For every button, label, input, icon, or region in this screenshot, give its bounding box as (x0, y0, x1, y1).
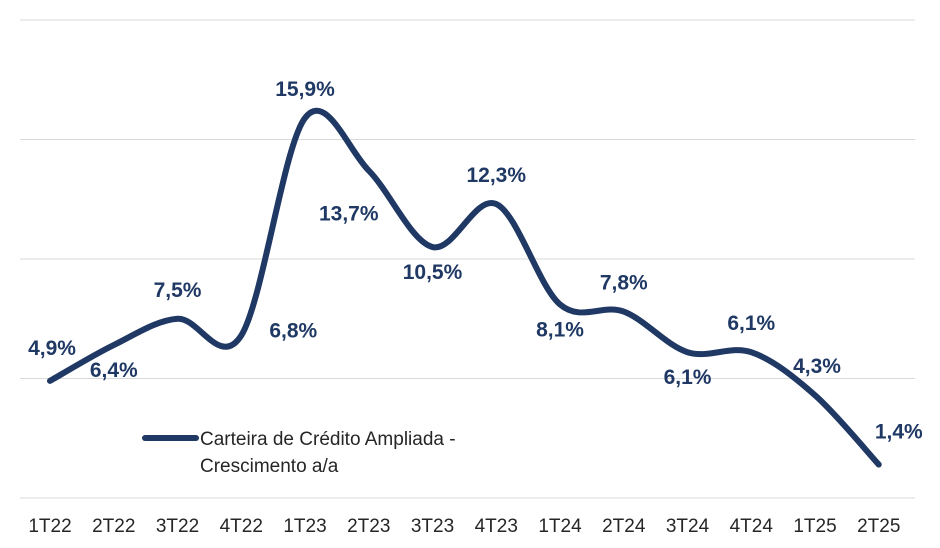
data-label: 7,5% (154, 279, 202, 302)
data-label: 13,7% (319, 203, 379, 226)
x-tick-label: 2T23 (347, 516, 390, 537)
x-tick-label: 1T24 (538, 516, 582, 537)
x-tick-label: 1T23 (283, 516, 326, 537)
legend-label-line-1: Carteira de Crédito Ampliada - (200, 429, 456, 450)
data-label: 10,5% (403, 261, 463, 284)
x-tick-label: 3T24 (666, 516, 710, 537)
series-line-group (47, 107, 882, 468)
x-tick-label: 2T24 (602, 516, 646, 537)
data-label: 7,8% (600, 272, 648, 295)
data-label: 6,1% (664, 366, 712, 389)
x-tick-label: 2T25 (857, 516, 900, 537)
data-label: 12,3% (466, 164, 526, 187)
gridlines (20, 19, 915, 499)
x-tick-label: 1T25 (793, 516, 836, 537)
data-label: 1,4% (875, 421, 923, 444)
data-label: 8,1% (536, 318, 584, 341)
data-label: 6,4% (90, 359, 138, 382)
data-label: 4,3% (793, 355, 841, 378)
data-label: 4,9% (28, 337, 76, 360)
series-line (47, 107, 882, 468)
x-axis-ticks: 1T22 2T22 3T22 4T22 1T23 2T23 3T23 4T23 1T24 2T24… (28, 516, 900, 537)
x-tick-label: 4T22 (220, 516, 263, 537)
legend-label-line-2: Crescimento a/a (200, 456, 339, 477)
legend: Carteira de Crédito Ampliada - Crescimen… (142, 429, 456, 477)
x-tick-label: 4T23 (475, 516, 518, 537)
data-label: 6,1% (727, 312, 775, 335)
x-tick-label: 2T22 (92, 516, 135, 537)
x-tick-label: 4T24 (730, 516, 774, 537)
data-label: 6,8% (269, 319, 317, 342)
x-tick-label: 3T22 (156, 516, 199, 537)
x-tick-label: 3T23 (411, 516, 454, 537)
x-tick-label: 1T22 (28, 516, 71, 537)
data-labels: 4,9% 6,4% 7,5% 6,8% 15,9% 13,7% 10,5% 12,3% 8,1%… (28, 78, 923, 444)
data-label: 15,9% (275, 78, 335, 101)
